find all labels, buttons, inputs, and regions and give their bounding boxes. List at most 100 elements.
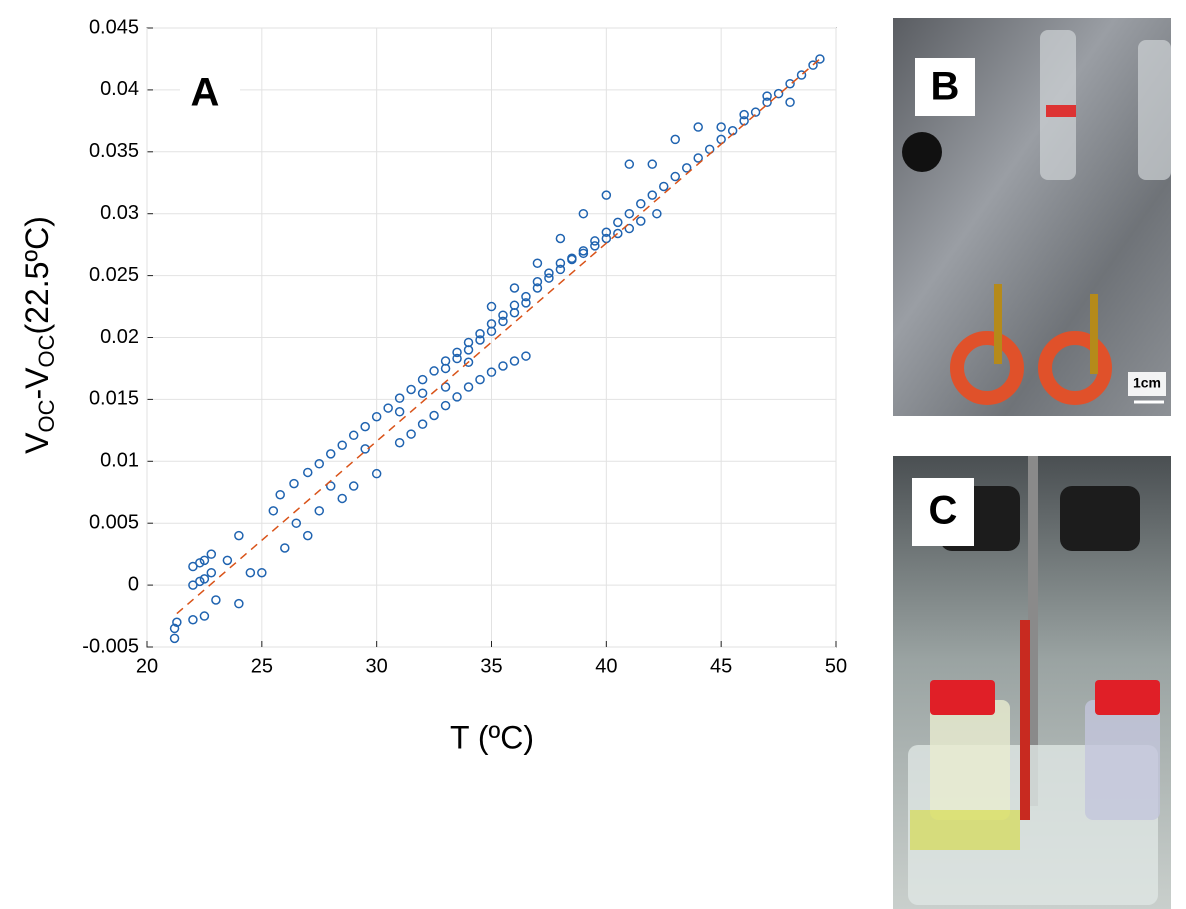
point <box>211 595 221 605</box>
point <box>521 291 531 302</box>
point <box>440 382 451 392</box>
point <box>348 481 359 491</box>
x-tick-label: 45 <box>710 655 732 677</box>
point <box>785 78 795 89</box>
point <box>452 347 462 358</box>
point <box>647 190 658 200</box>
point <box>169 633 180 644</box>
point <box>532 258 543 268</box>
x-tick-label: 35 <box>480 655 502 677</box>
y-tick-label: 0.02 <box>100 326 139 348</box>
point <box>222 555 233 566</box>
point <box>394 437 405 448</box>
point <box>652 208 662 219</box>
point <box>532 283 543 293</box>
point <box>567 253 577 264</box>
y-label-part: OC <box>34 399 59 432</box>
point <box>739 109 749 120</box>
point <box>773 88 784 99</box>
panel-label: B <box>931 65 960 109</box>
point <box>624 223 635 234</box>
point <box>268 506 279 516</box>
point <box>716 122 726 132</box>
point <box>555 258 566 268</box>
point <box>544 273 554 283</box>
point <box>289 478 299 489</box>
point <box>371 411 382 422</box>
point <box>498 316 508 327</box>
point <box>440 363 451 374</box>
point <box>555 264 566 275</box>
y-tick-label: 0.005 <box>89 511 139 533</box>
point <box>195 558 205 568</box>
point <box>624 208 635 219</box>
point <box>509 283 520 293</box>
point <box>360 444 370 454</box>
scale-bar-label: 1cm <box>1133 375 1161 391</box>
point <box>693 153 703 163</box>
point <box>486 301 497 312</box>
point <box>578 248 589 259</box>
point <box>280 543 290 553</box>
point <box>371 468 382 479</box>
x-tick-label: 30 <box>366 655 388 677</box>
point <box>636 199 646 209</box>
point <box>670 134 680 145</box>
point <box>417 374 428 385</box>
y-tick-label: 0.025 <box>89 264 139 286</box>
point <box>555 233 566 244</box>
point <box>498 310 508 320</box>
point <box>291 518 302 528</box>
y-tick-label: 0.04 <box>100 78 139 100</box>
y-label-part: -V <box>19 367 55 400</box>
point <box>486 367 497 377</box>
panel-label: A <box>191 71 220 115</box>
point <box>417 419 428 429</box>
point <box>452 392 462 402</box>
y-tick-label: 0.01 <box>100 450 139 472</box>
point <box>199 555 210 566</box>
x-tick-label: 20 <box>136 655 158 677</box>
point <box>647 159 658 169</box>
plot: -0.005 0 0.005 0.01 0.015 0.02 0.025 0.03 0.035 0… <box>82 16 847 677</box>
point <box>169 623 180 634</box>
point <box>521 298 531 308</box>
y-label-part: (22.5ºC) <box>19 216 55 334</box>
point <box>785 97 795 108</box>
point <box>670 171 680 182</box>
point <box>762 91 772 101</box>
point <box>498 361 508 371</box>
point <box>303 530 313 541</box>
x-tick-label: 50 <box>825 655 847 677</box>
x-tick-label: 40 <box>595 655 617 677</box>
point <box>195 576 205 587</box>
point <box>206 549 217 559</box>
point <box>394 407 405 417</box>
panel-label: C <box>929 489 958 533</box>
point <box>475 374 485 385</box>
point <box>463 382 474 392</box>
point <box>406 429 416 439</box>
point <box>613 217 623 228</box>
point <box>303 467 313 478</box>
point <box>808 60 818 70</box>
point <box>532 277 543 287</box>
point <box>681 163 692 173</box>
point <box>314 459 324 469</box>
point <box>463 345 474 355</box>
point <box>314 506 324 516</box>
point <box>440 400 451 411</box>
point <box>234 598 244 609</box>
point <box>188 615 198 625</box>
point <box>463 357 474 368</box>
point <box>624 159 635 169</box>
y-tick-label: -0.005 <box>82 635 139 657</box>
photo-b: 1cm B <box>893 18 1171 416</box>
y-tick-label: 0.03 <box>100 202 139 224</box>
point <box>636 216 646 226</box>
point <box>245 567 256 578</box>
y-label-part: OC <box>34 334 59 367</box>
point <box>429 410 439 421</box>
